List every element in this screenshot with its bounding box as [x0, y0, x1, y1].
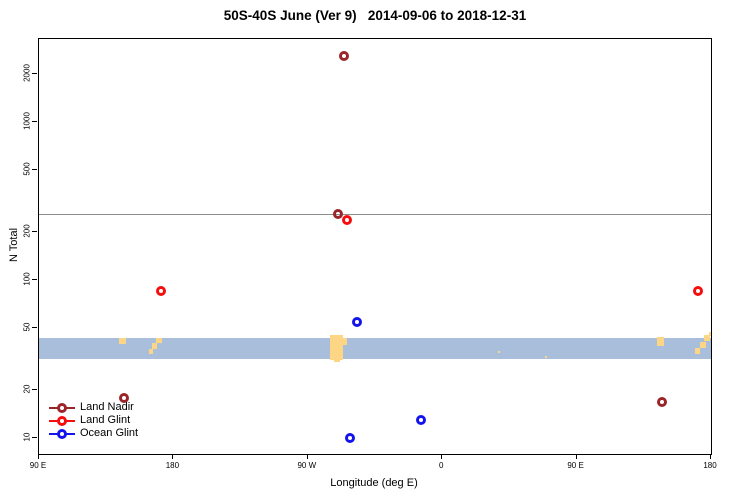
x-tick	[172, 454, 173, 459]
y-tick-label: 500	[22, 161, 32, 176]
land-patch	[119, 338, 126, 344]
y-tick	[32, 279, 37, 280]
y-tick-label: 50	[22, 322, 32, 332]
y-tick-label: 1000	[22, 112, 32, 130]
y-tick	[32, 389, 37, 390]
land-patch	[498, 351, 500, 353]
legend-symbol-land-glint-icon	[49, 415, 75, 426]
y-tick-label: 100	[22, 272, 32, 286]
legend-item: Land Glint	[49, 414, 138, 427]
x-tick	[38, 454, 39, 459]
x-tick-label: 180	[703, 461, 717, 470]
legend-symbol-ocean-glint-icon	[49, 428, 75, 439]
data-point-land-glint	[156, 286, 167, 297]
data-point-land-nadir	[656, 396, 667, 407]
legend-label: Land Nadir	[80, 401, 134, 413]
x-tick-label: 90 E	[567, 461, 584, 470]
y-tick	[32, 121, 37, 122]
x-tick	[441, 454, 442, 459]
x-tick	[710, 454, 711, 459]
y-tick	[32, 169, 37, 170]
x-tick	[307, 454, 308, 459]
y-tick-label: 10	[22, 432, 32, 442]
legend-item: Ocean Glint	[49, 427, 138, 440]
y-axis-label: N Total	[8, 227, 20, 263]
data-point-land-nadir	[119, 392, 130, 403]
plot-area: Land Nadir Land Glint Ocean Glint	[38, 38, 712, 455]
land-patch	[152, 343, 157, 349]
data-point-ocean-glint	[344, 433, 355, 443]
land-patch	[695, 348, 700, 354]
legend: Land Nadir Land Glint Ocean Glint	[49, 401, 138, 440]
data-point-ocean-glint	[352, 317, 363, 328]
land-patch	[700, 342, 706, 348]
y-tick	[32, 437, 37, 438]
y-tick-label: 2000	[22, 64, 32, 83]
land-patch	[545, 356, 547, 358]
legend-label: Ocean Glint	[80, 427, 139, 439]
land-patch	[156, 338, 162, 343]
x-tick-label: 90 E	[29, 461, 47, 470]
y-tick	[32, 73, 37, 74]
land-patch	[149, 349, 153, 354]
y-tick	[32, 231, 37, 232]
x-axis-label: Longitude (deg E)	[330, 477, 418, 489]
data-point-land-glint	[692, 286, 703, 297]
x-tick-label: 90 W	[297, 461, 317, 470]
legend-symbol-land-nadir-icon	[49, 402, 75, 413]
data-point-land-nadir	[332, 209, 343, 220]
data-point-land-nadir	[338, 51, 349, 62]
page-title: 50S-40S June (Ver 9) 2014-09-06 to 2018-…	[223, 8, 527, 23]
legend-circle-icon	[57, 402, 67, 413]
land-patch	[704, 335, 710, 341]
land-patch	[709, 332, 711, 336]
x-tick-label: 0	[438, 461, 444, 470]
legend-circle-icon	[57, 428, 67, 439]
reference-line	[39, 214, 711, 215]
land-patch	[330, 335, 343, 360]
data-point-land-glint	[341, 214, 352, 225]
land-patch	[334, 359, 340, 362]
latitude-band-ocean-strip	[39, 338, 711, 359]
y-tick	[32, 327, 37, 328]
legend-circle-icon	[57, 415, 67, 426]
legend-item: Land Nadir	[49, 401, 138, 414]
x-tick	[576, 454, 577, 459]
land-patch	[657, 337, 664, 346]
land-patch	[343, 338, 347, 345]
data-point-ocean-glint	[416, 414, 427, 425]
legend-label: Land Glint	[80, 414, 131, 426]
y-tick-label: 200	[22, 224, 32, 239]
y-tick-label: 20	[22, 384, 32, 394]
x-tick-label: 180	[165, 461, 180, 470]
